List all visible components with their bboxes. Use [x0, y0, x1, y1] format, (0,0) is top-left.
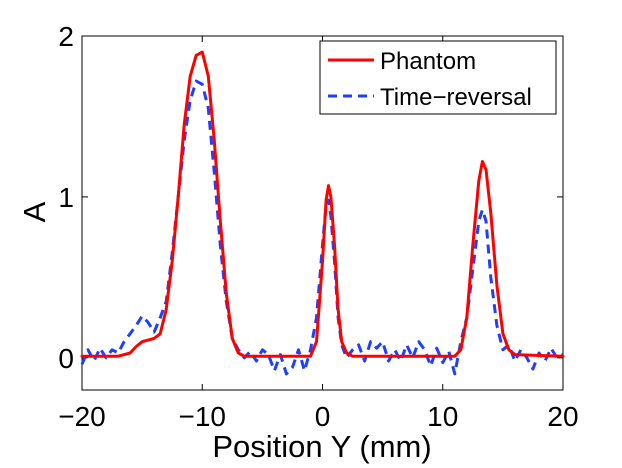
axis-ticks: −20 −10 0 10 20 0 1 2	[58, 21, 578, 432]
y-tick-label: 2	[58, 21, 74, 52]
legend: Phantom Time−reversal	[319, 40, 557, 115]
x-tick-label: 0	[315, 401, 331, 432]
y-tick-label: 0	[58, 343, 74, 374]
series-line-phantom	[80, 50, 565, 358]
legend-box	[319, 40, 557, 115]
x-tick-label: −20	[58, 401, 106, 432]
legend-label-phantom: Phantom	[380, 48, 476, 75]
x-tick-label: 20	[547, 401, 578, 432]
x-axis-label: Position Y (mm)	[212, 429, 431, 464]
y-axis-label: A	[17, 201, 52, 222]
y-tick-label: 1	[58, 182, 74, 213]
series-layer	[80, 50, 565, 376]
legend-label-time-reversal: Time−reversal	[380, 84, 532, 111]
x-tick-label: −10	[179, 401, 227, 432]
x-tick-label: 10	[427, 401, 458, 432]
